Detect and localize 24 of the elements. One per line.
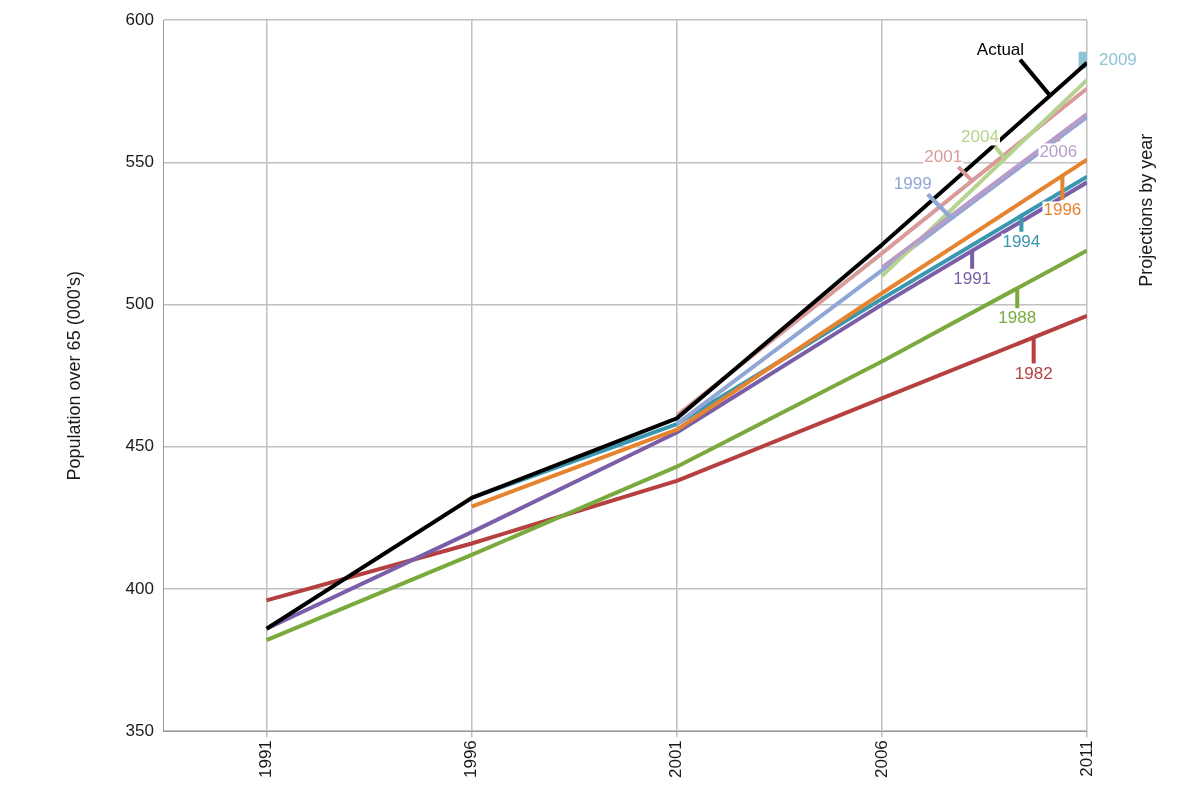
x-tick-label: 1991	[256, 740, 276, 779]
x-tick-label: 2011	[1076, 740, 1096, 777]
legend-label: 2006	[1039, 141, 1078, 161]
series-label: 2004	[961, 126, 999, 146]
y-tick-label: 450	[125, 436, 154, 456]
y-tick-label: 350	[125, 720, 154, 740]
y-axis-title: Population over 65 (000's)	[63, 270, 84, 481]
series-label: 2009	[1099, 49, 1137, 69]
x-tick-label: 1996	[461, 740, 481, 779]
legend-label: 1982	[1014, 363, 1053, 383]
y-tick-label: 500	[125, 294, 154, 314]
y-tick-label: 400	[125, 578, 154, 598]
y-tick-label: 600	[125, 9, 154, 29]
x-tick-label: 2001	[666, 740, 686, 779]
legend-label: 1991	[953, 268, 992, 288]
legend-title: Projections by year	[1135, 133, 1156, 287]
x-tick-label: 2006	[871, 740, 891, 779]
y-tick-label: 550	[125, 152, 154, 172]
text: Actual	[976, 39, 1025, 59]
legend-label: 1988	[998, 308, 1037, 328]
series-label: 2001	[924, 147, 963, 167]
series-label: 1999	[893, 174, 932, 194]
legend-label: 1994	[1002, 231, 1041, 251]
legend-label: 1996	[1043, 199, 1082, 219]
